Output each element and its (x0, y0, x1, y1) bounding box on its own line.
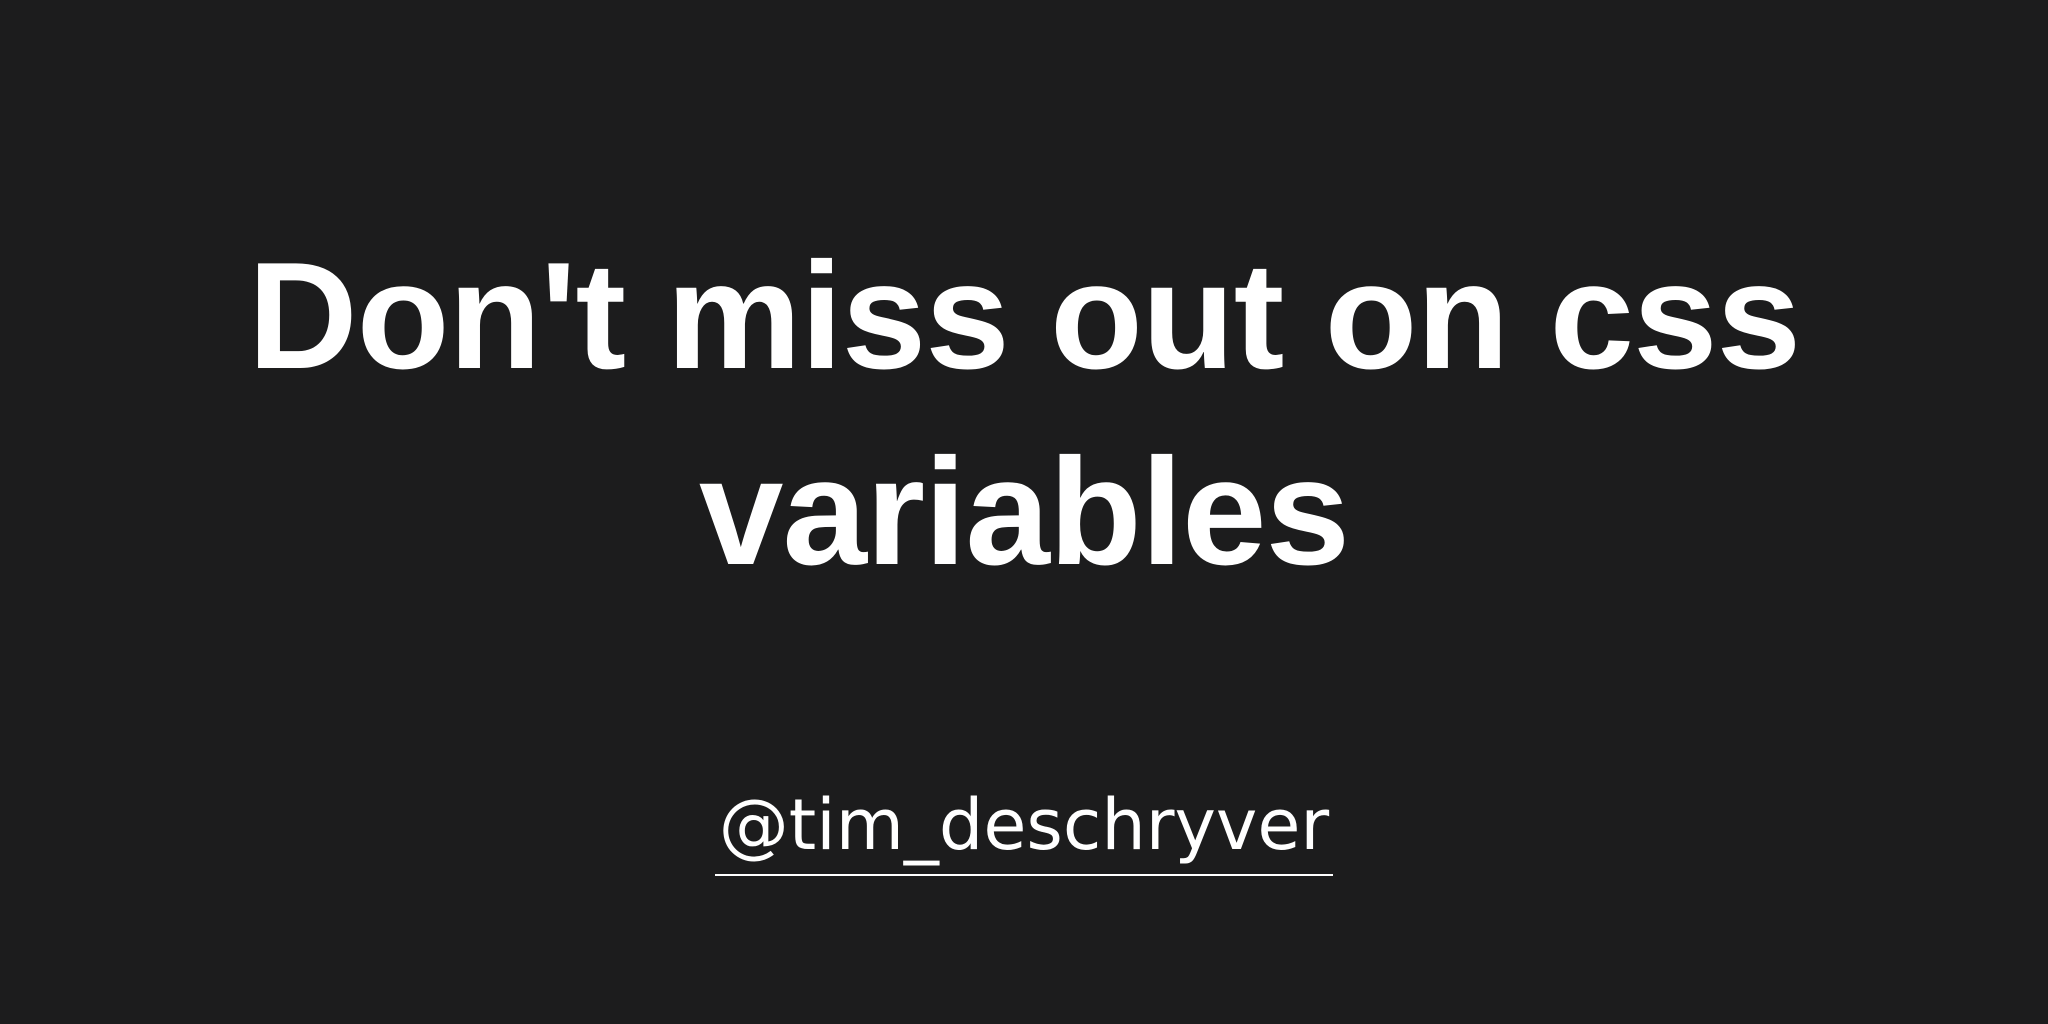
title-line-2: variables (698, 427, 1350, 597)
article-title: Don't miss out on css variables (124, 218, 1924, 610)
author-handle-link[interactable]: @tim_deschryver (714, 780, 1334, 876)
author-handle-row: @tim_deschryver (0, 780, 2048, 876)
title-line-1: Don't miss out on css (247, 231, 1801, 401)
